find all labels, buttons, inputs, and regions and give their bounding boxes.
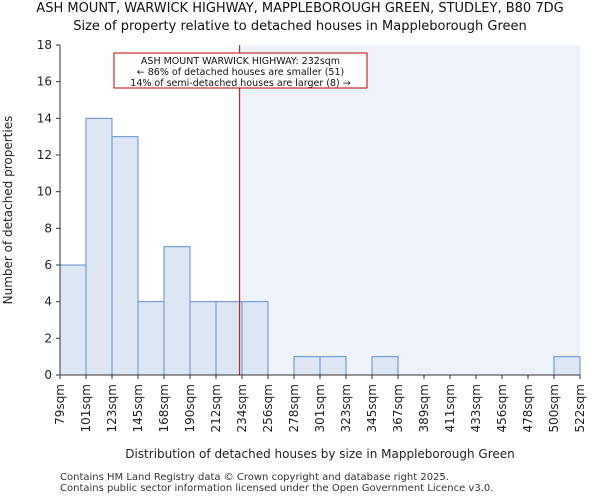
annotation-line: ASH MOUNT WARWICK HIGHWAY: 232sqm <box>141 56 340 67</box>
x-tick-label: 190sqm <box>183 384 197 432</box>
annotation-line: ← 86% of detached houses are smaller (51… <box>137 67 344 78</box>
bar-278sqm <box>293 356 321 376</box>
y-tick-label: 0 <box>44 368 52 382</box>
y-tick-label: 18 <box>37 38 52 52</box>
x-tick-label: 234sqm <box>235 384 249 432</box>
bar-190sqm <box>189 301 217 376</box>
y-tick-label: 4 <box>44 295 52 309</box>
bar-123sqm <box>111 136 139 376</box>
larger-region-highlight <box>239 45 581 375</box>
chart-subtitle: Size of property relative to detached ho… <box>73 19 527 34</box>
y-tick-label: 16 <box>37 75 52 89</box>
footer-copyright: Contains HM Land Registry data © Crown c… <box>60 472 449 483</box>
x-tick-label: 212sqm <box>209 384 223 432</box>
bar-145sqm <box>137 301 165 376</box>
x-tick-label: 389sqm <box>417 384 431 432</box>
x-tick-label: 522sqm <box>573 384 587 432</box>
y-axis-label: Number of detached properties <box>1 116 15 305</box>
bar-500sqm <box>553 356 581 376</box>
x-tick-label: 123sqm <box>105 384 119 432</box>
y-tick-label: 10 <box>37 185 52 199</box>
y-tick-label: 6 <box>44 258 52 272</box>
x-tick-label: 323sqm <box>339 384 353 432</box>
bar-212sqm <box>215 301 243 376</box>
x-tick-label: 367sqm <box>391 384 405 432</box>
x-tick-label: 256sqm <box>261 384 275 432</box>
annotation-line: 14% of semi-detached houses are larger (… <box>130 78 350 89</box>
x-tick-label: 411sqm <box>443 384 457 432</box>
x-tick-label: 301sqm <box>313 384 327 432</box>
bar-79sqm <box>59 264 87 376</box>
chart-title: ASH MOUNT, WARWICK HIGHWAY, MAPPLEBOROUG… <box>36 1 564 16</box>
bar-345sqm <box>371 356 399 376</box>
x-tick-label: 345sqm <box>365 384 379 432</box>
y-tick-label: 14 <box>37 111 52 125</box>
bar-168sqm <box>163 246 191 376</box>
x-axis-label: Distribution of detached houses by size … <box>125 447 515 461</box>
annotation-box <box>113 52 368 89</box>
x-tick-label: 79sqm <box>53 384 67 425</box>
footer-licence: Contains public sector information licen… <box>60 483 494 494</box>
bar-301sqm <box>319 356 347 376</box>
bar-234sqm <box>241 301 269 376</box>
x-tick-label: 456sqm <box>495 384 509 432</box>
x-tick-label: 478sqm <box>521 384 535 432</box>
y-tick-label: 8 <box>44 221 52 235</box>
x-tick-label: 278sqm <box>287 384 301 432</box>
x-tick-label: 101sqm <box>79 384 93 432</box>
bar-101sqm <box>85 117 113 376</box>
y-tick-label: 2 <box>44 331 52 345</box>
x-tick-label: 500sqm <box>547 384 561 432</box>
x-tick-label: 168sqm <box>157 384 171 432</box>
x-tick-label: 145sqm <box>131 384 145 432</box>
y-tick-label: 12 <box>37 148 52 162</box>
x-tick-label: 433sqm <box>469 384 483 432</box>
